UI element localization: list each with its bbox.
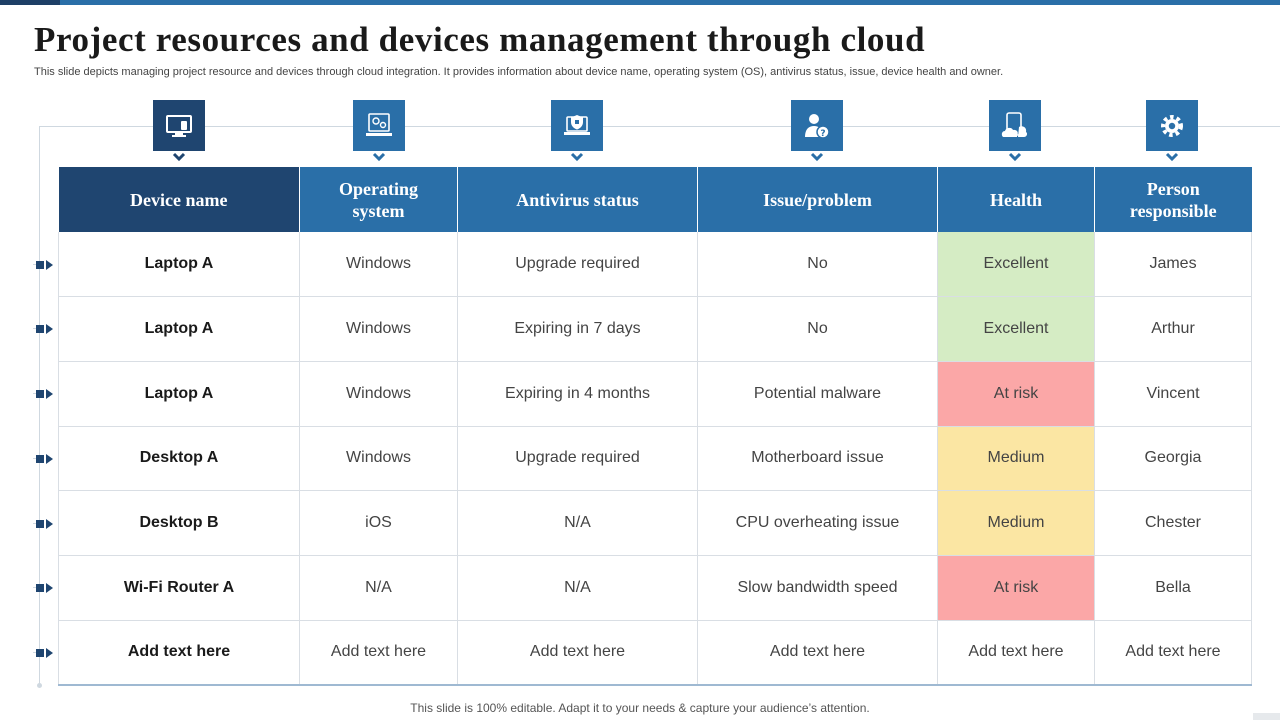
frame-line-top <box>39 126 1280 127</box>
header-operating-system: Operating system <box>299 167 458 232</box>
shield-laptop-icon <box>551 100 603 151</box>
slide-subtitle: This slide depicts managing project reso… <box>34 66 1004 78</box>
chevron-down-icon <box>372 152 386 162</box>
header-health: Health <box>937 167 1095 232</box>
health-cell: Excellent <box>937 296 1095 362</box>
row-bullet-icon <box>33 387 55 401</box>
antivirus-cell: Add text here <box>457 620 698 686</box>
issue-cell: No <box>697 232 938 298</box>
person-cell: James <box>1094 232 1252 298</box>
antivirus-cell: Upgrade required <box>457 426 698 492</box>
table-row: Laptop A Windows Upgrade required No Exc… <box>58 232 1252 298</box>
gear-icon <box>1146 100 1198 151</box>
table-row: Laptop A Windows Expiring in 7 days No E… <box>58 296 1252 362</box>
gear-device-icon <box>353 100 405 151</box>
person-cell: Bella <box>1094 555 1252 621</box>
person-cell: Vincent <box>1094 361 1252 427</box>
device-management-table: Device name Operating system Antivirus st… <box>58 167 1252 686</box>
antivirus-cell: N/A <box>457 490 698 556</box>
health-cell: Medium <box>937 426 1095 492</box>
user-question-icon: ? <box>791 100 843 151</box>
device-name-cell: Laptop A <box>58 232 300 298</box>
chevron-down-icon <box>172 152 186 162</box>
issue-cell: Potential malware <box>697 361 938 427</box>
antivirus-cell: Upgrade required <box>457 232 698 298</box>
chevron-down-icon <box>1008 152 1022 162</box>
os-cell: Windows <box>299 361 458 427</box>
device-name-cell: Laptop A <box>58 296 300 362</box>
header-person-responsible: Person responsible <box>1094 167 1252 232</box>
row-bullet-icon <box>33 452 55 466</box>
os-cell: iOS <box>299 490 458 556</box>
row-bullet-icon <box>33 581 55 595</box>
device-name-cell: Add text here <box>58 620 300 686</box>
device-name-cell: Wi-Fi Router A <box>58 555 300 621</box>
frame-line-left <box>39 126 40 686</box>
issue-cell: Add text here <box>697 620 938 686</box>
top-accent-bar-dark <box>0 0 60 5</box>
row-bullet-icon <box>33 646 55 660</box>
issue-cell: Slow bandwidth speed <box>697 555 938 621</box>
row-bullet-icon <box>33 517 55 531</box>
row-bullet-icon <box>33 258 55 272</box>
header-device-name: Device name <box>58 167 300 232</box>
table-header-row: Device name Operating system Antivirus st… <box>58 167 1252 232</box>
health-cell: Add text here <box>937 620 1095 686</box>
os-cell: Windows <box>299 426 458 492</box>
row-bullet-icon <box>33 322 55 336</box>
person-cell: Arthur <box>1094 296 1252 362</box>
table-row: Laptop A Windows Expiring in 4 months Po… <box>58 361 1252 427</box>
slide-title: Project resources and devices management… <box>34 20 926 59</box>
issue-cell: Motherboard issue <box>697 426 938 492</box>
chevron-down-icon <box>570 152 584 162</box>
svg-text:?: ? <box>820 129 825 139</box>
table-row: Desktop B iOS N/A CPU overheating issue … <box>58 490 1252 556</box>
header-issue-problem: Issue/problem <box>697 167 938 232</box>
computer-icon <box>153 100 205 151</box>
issue-cell: No <box>697 296 938 362</box>
issue-cell: CPU overheating issue <box>697 490 938 556</box>
top-accent-bar <box>0 0 1280 5</box>
person-cell: Georgia <box>1094 426 1252 492</box>
os-cell: Windows <box>299 296 458 362</box>
table-row: Desktop A Windows Upgrade required Mothe… <box>58 426 1252 492</box>
antivirus-cell: Expiring in 4 months <box>457 361 698 427</box>
chevron-down-icon <box>810 152 824 162</box>
health-cell: At risk <box>937 555 1095 621</box>
slide-footer-note: This slide is 100% editable. Adapt it to… <box>410 701 870 715</box>
person-cell: Chester <box>1094 490 1252 556</box>
cloud-device-icon <box>989 100 1041 151</box>
health-cell: At risk <box>937 361 1095 427</box>
chevron-down-icon <box>1165 152 1179 162</box>
device-name-cell: Desktop A <box>58 426 300 492</box>
corner-decoration <box>1253 713 1280 720</box>
header-antivirus-status: Antivirus status <box>457 167 698 232</box>
os-cell: Windows <box>299 232 458 298</box>
device-name-cell: Desktop B <box>58 490 300 556</box>
os-cell: Add text here <box>299 620 458 686</box>
os-cell: N/A <box>299 555 458 621</box>
antivirus-cell: Expiring in 7 days <box>457 296 698 362</box>
device-name-cell: Laptop A <box>58 361 300 427</box>
person-cell: Add text here <box>1094 620 1252 686</box>
table-row: Add text here Add text here Add text her… <box>58 620 1252 686</box>
frame-line-end-dot <box>37 683 42 688</box>
health-cell: Excellent <box>937 232 1095 298</box>
table-row: Wi-Fi Router A N/A N/A Slow bandwidth sp… <box>58 555 1252 621</box>
health-cell: Medium <box>937 490 1095 556</box>
antivirus-cell: N/A <box>457 555 698 621</box>
